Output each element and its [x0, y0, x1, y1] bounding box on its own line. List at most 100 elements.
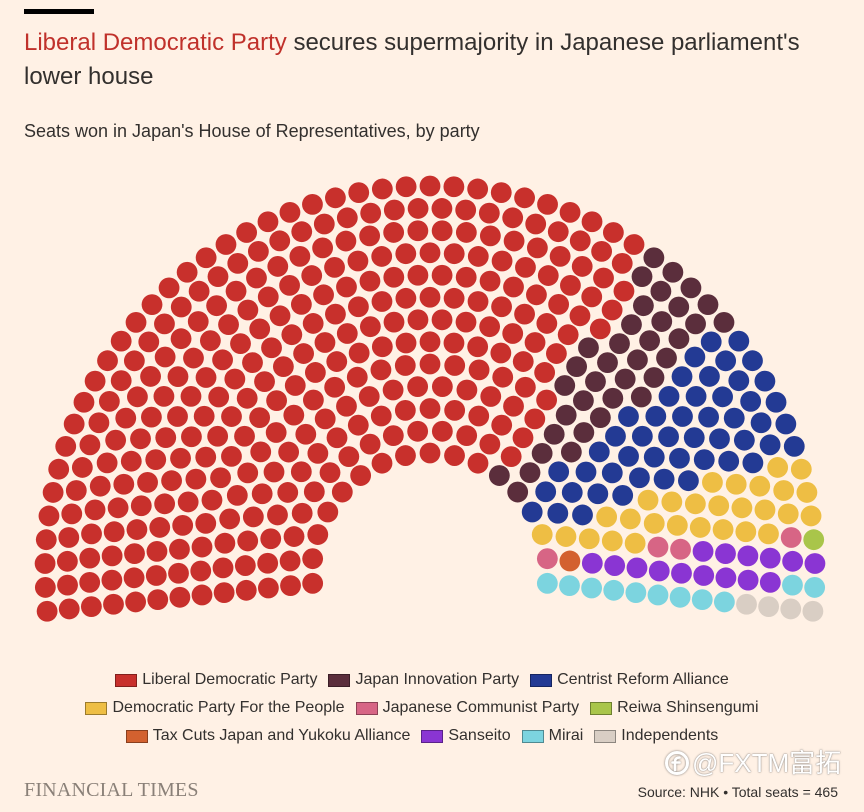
- seat-centrist-reform-alliance: [612, 484, 634, 506]
- seat-democratic-party-for-the-people: [624, 532, 646, 554]
- seat-liberal-democratic-party: [266, 390, 287, 412]
- seat-liberal-democratic-party: [602, 222, 624, 243]
- seat-liberal-democratic-party: [234, 425, 255, 447]
- seat-liberal-democratic-party: [242, 352, 263, 373]
- seat-centrist-reform-alliance: [671, 366, 693, 388]
- seat-liberal-democratic-party: [331, 481, 353, 503]
- legend-label: Liberal Democratic Party: [142, 671, 318, 688]
- top-rule: [24, 9, 94, 14]
- seat-liberal-democratic-party: [56, 550, 78, 572]
- seat-liberal-democratic-party: [257, 211, 279, 233]
- seat-liberal-democratic-party: [444, 445, 465, 466]
- seat-liberal-democratic-party: [491, 296, 512, 318]
- seat-liberal-democratic-party: [250, 441, 272, 463]
- seat-japan-innovation-party: [651, 311, 673, 332]
- seat-liberal-democratic-party: [591, 241, 613, 262]
- seat-liberal-democratic-party: [123, 350, 145, 372]
- seat-liberal-democratic-party: [431, 309, 453, 331]
- seat-liberal-democratic-party: [169, 538, 190, 560]
- seat-liberal-democratic-party: [257, 552, 279, 574]
- seat-liberal-democratic-party: [283, 526, 305, 547]
- seat-japan-innovation-party: [668, 296, 690, 318]
- seat-liberal-democratic-party: [251, 483, 273, 505]
- seat-liberal-democratic-party: [419, 242, 441, 264]
- seat-liberal-democratic-party: [382, 379, 404, 401]
- seat-reiwa-shinsengumi: [803, 529, 825, 551]
- seat-liberal-democratic-party: [190, 560, 212, 582]
- seat-liberal-democratic-party: [107, 497, 129, 519]
- seat-liberal-democratic-party: [359, 316, 381, 338]
- seat-liberal-democratic-party: [571, 256, 593, 277]
- legend-item-liberal-democratic-party: Liberal Democratic Party: [115, 670, 317, 690]
- seat-liberal-democratic-party: [187, 311, 209, 332]
- seat-democratic-party-for-the-people: [749, 475, 771, 497]
- seat-liberal-democratic-party: [313, 284, 334, 306]
- seat-liberal-democratic-party: [58, 527, 80, 548]
- legend-label: Sanseito: [448, 727, 511, 744]
- seat-liberal-democratic-party: [456, 425, 478, 447]
- legend-item-democratic-party-for-the-people: Democratic Party For the People: [85, 698, 345, 718]
- legend-item-centrist-reform-alliance: Centrist Reform Alliance: [530, 670, 729, 690]
- seat-japan-innovation-party: [555, 404, 577, 426]
- seat-liberal-democratic-party: [395, 287, 417, 309]
- seat-liberal-democratic-party: [601, 299, 623, 321]
- title-rest: secures supermajority in Japanese parlia…: [24, 29, 800, 90]
- seat-liberal-democratic-party: [546, 343, 567, 364]
- seat-liberal-democratic-party: [260, 528, 282, 550]
- seat-democratic-party-for-the-people: [712, 519, 734, 540]
- seat-japan-innovation-party: [650, 280, 672, 302]
- seat-democratic-party-for-the-people: [601, 530, 623, 552]
- seat-democratic-party-for-the-people: [773, 480, 795, 501]
- seat-liberal-democratic-party: [395, 332, 417, 354]
- seat-liberal-democratic-party: [168, 562, 189, 584]
- seat-japan-innovation-party: [685, 313, 706, 335]
- seat-liberal-democratic-party: [302, 572, 324, 594]
- seat-japan-innovation-party: [573, 422, 595, 443]
- seat-mirai: [713, 591, 735, 613]
- seat-japan-innovation-party: [566, 356, 588, 378]
- legend-label: Independents: [621, 727, 719, 744]
- legend-swatch: [590, 701, 613, 715]
- seat-liberal-democratic-party: [395, 243, 417, 265]
- seat-liberal-democratic-party: [58, 598, 80, 620]
- seat-democratic-party-for-the-people: [596, 506, 618, 528]
- seat-liberal-democratic-party: [237, 299, 259, 321]
- seat-liberal-democratic-party: [569, 230, 591, 252]
- seat-centrist-reform-alliance: [678, 470, 699, 492]
- seat-liberal-democratic-party: [455, 199, 477, 221]
- legend-item-tax-cuts-japan-and-yukoku-alliance: Tax Cuts Japan and Yukoku Alliance: [125, 726, 410, 746]
- seat-liberal-democratic-party: [347, 250, 369, 272]
- seat-liberal-democratic-party: [326, 427, 348, 449]
- seat-liberal-democratic-party: [167, 406, 188, 427]
- legend-label: Japanese Communist Party: [382, 699, 580, 716]
- seat-liberal-democratic-party: [467, 178, 489, 200]
- seat-liberal-democratic-party: [536, 313, 558, 334]
- seat-centrist-reform-alliance: [588, 441, 610, 463]
- seat-japan-innovation-party: [609, 333, 630, 354]
- seat-liberal-democratic-party: [146, 541, 168, 562]
- seat-liberal-democratic-party: [199, 330, 221, 352]
- seat-japan-innovation-party: [602, 387, 624, 409]
- seat-liberal-democratic-party: [137, 472, 158, 493]
- seat-liberal-democratic-party: [154, 313, 175, 335]
- seat-liberal-democratic-party: [283, 404, 305, 426]
- seat-liberal-democratic-party: [443, 332, 465, 354]
- seat-liberal-democratic-party: [63, 413, 85, 435]
- seat-liberal-democratic-party: [348, 182, 370, 204]
- seat-liberal-democratic-party: [419, 331, 441, 353]
- seat-liberal-democratic-party: [195, 512, 217, 534]
- seat-liberal-democratic-party: [490, 182, 512, 204]
- seat-liberal-democratic-party: [559, 201, 581, 223]
- seat-liberal-democratic-party: [127, 386, 148, 408]
- legend-swatch: [594, 729, 617, 743]
- seat-liberal-democratic-party: [224, 368, 246, 390]
- seat-liberal-democratic-party: [195, 367, 217, 388]
- seat-liberal-democratic-party: [514, 303, 535, 325]
- seat-liberal-democratic-party: [395, 445, 416, 466]
- seat-liberal-democratic-party: [183, 347, 204, 369]
- seat-liberal-democratic-party: [291, 502, 313, 524]
- seat-liberal-democratic-party: [36, 600, 58, 622]
- seat-liberal-democratic-party: [42, 482, 64, 503]
- seat-liberal-democratic-party: [593, 267, 614, 289]
- source-note: Source: NHK • Total seats = 465: [637, 784, 838, 800]
